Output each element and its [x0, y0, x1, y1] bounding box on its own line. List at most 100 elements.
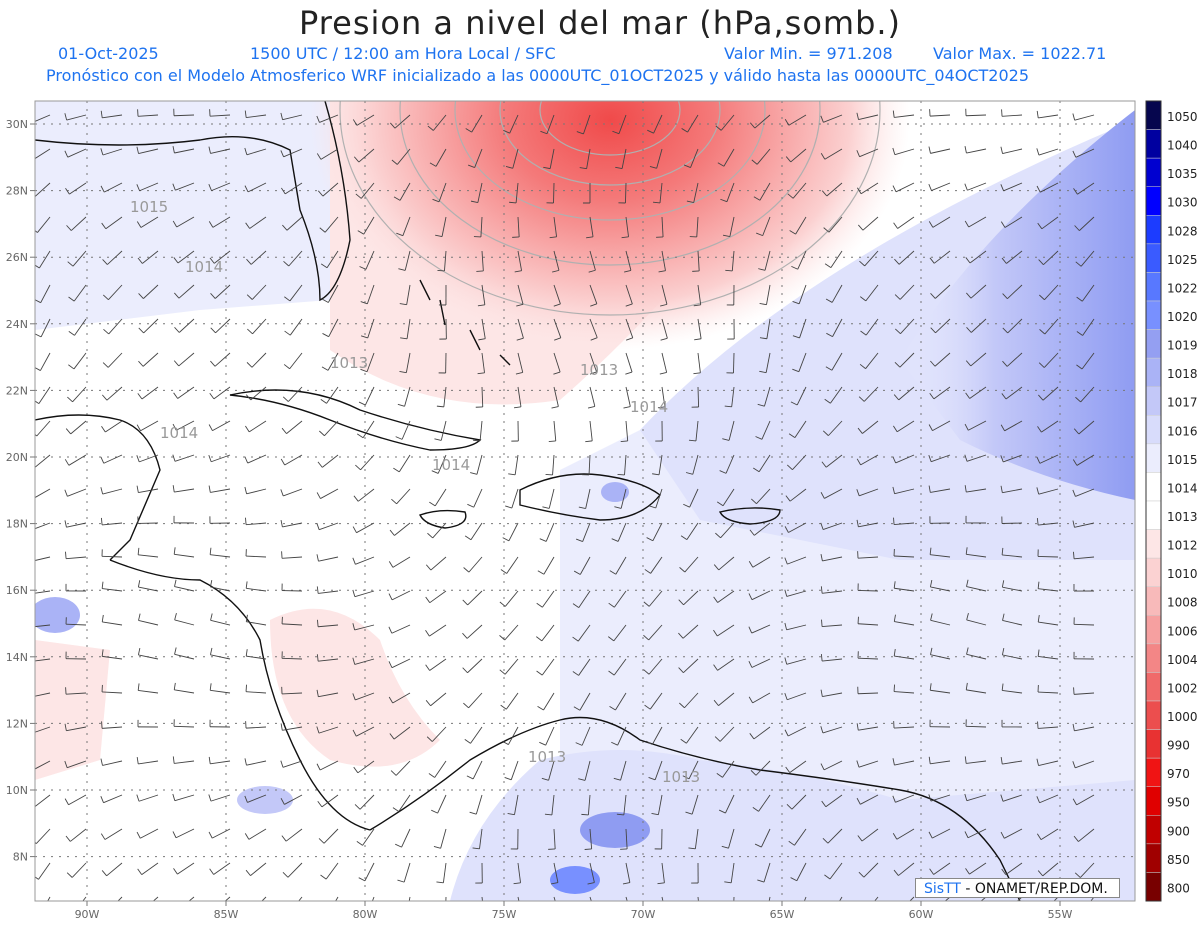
wind-barb	[352, 657, 375, 665]
wind-barb	[1000, 794, 1023, 802]
wind-barb	[434, 420, 447, 441]
wind-barb	[1072, 760, 1095, 769]
wind-barb	[965, 108, 987, 117]
contour-label: 1013	[580, 361, 618, 379]
wind-barb	[824, 386, 843, 404]
legend-label: 1020	[1167, 310, 1198, 324]
wind-barb	[966, 613, 987, 626]
wind-barb	[504, 760, 519, 781]
legend-swatch	[1145, 272, 1162, 302]
wind-barb	[894, 352, 915, 368]
wind-barb	[1073, 687, 1095, 695]
wind-barb	[754, 828, 771, 848]
wind-barb	[750, 760, 771, 776]
wind-barb	[581, 794, 591, 816]
wind-barb	[1037, 615, 1059, 626]
wind-barb	[715, 114, 735, 131]
wind-barb	[244, 486, 267, 495]
wind-barb	[136, 420, 159, 432]
legend-label: 1014	[1167, 481, 1198, 495]
wind-barb	[209, 719, 231, 728]
wind-barb	[64, 454, 87, 466]
wind-barb	[389, 726, 411, 740]
wind-barb	[1036, 182, 1059, 193]
wind-barb	[64, 760, 87, 769]
legend-swatch	[1145, 672, 1162, 702]
wind-barb	[1001, 250, 1023, 264]
wind-barb	[101, 549, 123, 558]
wind-barb	[784, 589, 807, 597]
wind-barb	[499, 658, 519, 675]
wind-barb	[724, 386, 735, 408]
wind-barb	[893, 216, 915, 229]
wind-barb	[172, 756, 195, 764]
lon-label: 80W	[353, 908, 378, 921]
wind-barb	[716, 488, 735, 507]
wind-barb	[428, 760, 447, 778]
wind-barb	[513, 386, 522, 409]
legend-label: 1000	[1167, 710, 1198, 724]
wind-barb	[548, 828, 556, 850]
wind-barb	[500, 556, 519, 574]
wind-barb	[174, 318, 195, 333]
wind-barb	[1076, 318, 1095, 336]
wind-barb	[791, 250, 807, 270]
wind-barb	[64, 488, 87, 497]
wind-barb	[617, 454, 627, 476]
wind-barb	[388, 692, 411, 704]
wind-barb	[857, 420, 879, 434]
wind-barb	[35, 692, 51, 697]
wind-barb	[966, 647, 987, 660]
wind-barb	[585, 420, 593, 443]
wind-barb	[102, 352, 123, 368]
wind-barb	[281, 420, 303, 434]
wind-barb	[966, 318, 987, 333]
wind-barb	[625, 284, 633, 307]
wind-barb	[136, 216, 159, 228]
wind-barb	[173, 250, 195, 264]
wind-barb	[138, 352, 159, 367]
wind-barb	[856, 519, 879, 528]
legend-swatch	[1145, 100, 1162, 130]
wind-barb	[575, 726, 591, 746]
legend-label: 1002	[1167, 681, 1198, 695]
wind-barb	[894, 284, 915, 300]
wind-barb	[282, 216, 303, 231]
legend-label: 1035	[1167, 167, 1198, 181]
lat-label: 10N	[6, 784, 28, 797]
wind-barb	[35, 624, 51, 628]
wind-barb	[752, 794, 771, 812]
wind-barb	[643, 590, 663, 607]
wind-barb	[316, 148, 339, 160]
wind-barb	[892, 486, 915, 495]
wind-barb	[1036, 518, 1059, 526]
wind-barb	[388, 624, 411, 634]
wind-barb	[678, 624, 699, 639]
wind-barb	[893, 386, 915, 401]
wind-barb	[438, 352, 447, 374]
wind-barb	[316, 689, 339, 698]
wind-barb	[930, 613, 951, 626]
wind-barb	[245, 721, 267, 729]
wind-barb	[426, 726, 447, 742]
wind-barb	[624, 250, 632, 273]
wind-barb	[65, 182, 87, 195]
legend-label: 1013	[1167, 510, 1198, 524]
wind-barb	[694, 318, 702, 341]
wind-barb	[316, 522, 339, 531]
wind-barb	[589, 352, 597, 375]
wind-barb	[689, 216, 699, 238]
wind-barb	[35, 250, 51, 269]
wind-barb	[820, 586, 843, 594]
wind-barb	[726, 284, 735, 306]
wind-barb	[1073, 551, 1095, 560]
wind-barb	[66, 216, 87, 231]
wind-barb	[582, 182, 591, 204]
wind-barb	[548, 420, 557, 442]
legend-swatch	[1145, 586, 1162, 616]
wind-barb	[318, 828, 339, 844]
wind-barb	[432, 182, 447, 203]
wind-barb	[245, 581, 267, 592]
wind-barb	[391, 488, 411, 505]
wind-barb	[643, 624, 663, 641]
